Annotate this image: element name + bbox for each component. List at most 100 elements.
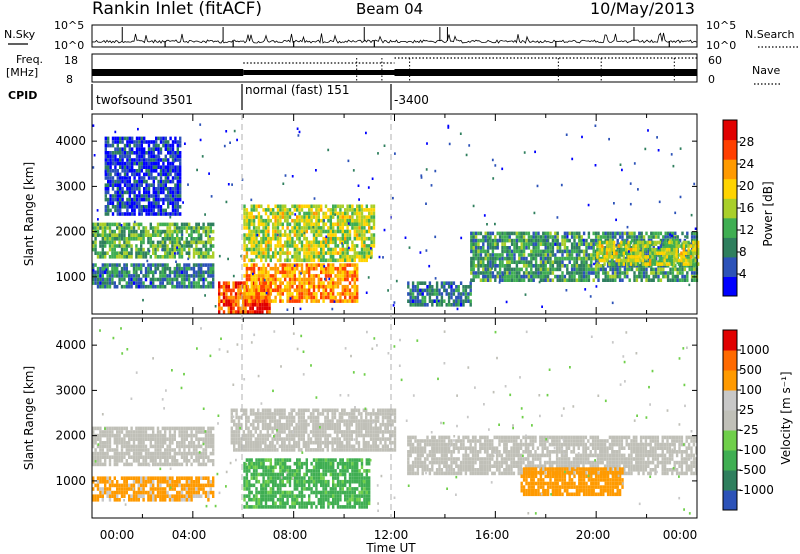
heatmap-cell [135,201,139,205]
heatmap-cell [161,281,164,285]
heatmap-cell [169,197,172,202]
heatmap-cell [558,264,562,268]
heatmap-cell [180,244,184,248]
heatmap-cell [179,179,182,184]
heatmap-cell [685,251,688,256]
heatmap-cell [320,244,323,248]
heatmap-cell [315,274,318,278]
heatmap-cell [357,184,360,187]
heatmap-cell [133,190,136,195]
heatmap-cell [173,274,176,278]
heatmap-cell [633,242,636,246]
heatmap-cell [288,277,292,282]
heatmap-cell [565,289,568,292]
heatmap-cell [248,218,251,223]
heatmap-cell [101,237,104,241]
heatmap-cell [243,295,246,300]
heatmap-cell [161,263,164,267]
heatmap-cell [351,274,354,278]
heatmap-cell [108,222,112,227]
heatmap-cell [324,215,328,219]
heatmap-cell [525,264,528,268]
heatmap-cell [245,251,249,255]
heatmap-cell [111,274,114,278]
heatmap-cell [140,487,143,491]
heatmap-cell [284,251,287,255]
heatmap-cell [185,226,188,230]
heatmap-cell [298,299,301,303]
heatmap-cell [308,263,311,267]
heatmap-cell [472,249,475,254]
heatmap-cell [657,231,660,236]
heatmap-cell [252,270,256,275]
heatmap-cell [594,256,598,261]
heatmap-cell [625,258,628,263]
heatmap-cell [606,264,610,268]
heatmap-cell [173,437,176,441]
heatmap-cell [276,218,280,223]
heatmap-cell [551,264,555,268]
heatmap-cell [320,251,323,255]
heatmap-cell [315,292,318,296]
heatmap-cell [339,263,342,267]
heatmap-cell [231,183,233,186]
heatmap-cell [252,266,256,271]
heatmap-cell [670,251,673,256]
heatmap-cell [666,278,670,282]
heatmap-cell [491,271,495,275]
heatmap-cell [293,266,296,271]
heatmap-cell [305,288,308,293]
cpid-row: CPID twofsound 3501 normal (fast) 151 -3… [8,83,429,110]
heatmap-cell [626,231,629,236]
heatmap-cell [267,284,270,289]
heatmap-cell [336,277,340,282]
heatmap-cell [128,240,131,245]
heatmap-cell [310,266,313,271]
heatmap-cell [143,158,146,162]
heatmap-cell [327,258,330,263]
heatmap-cell [173,483,176,488]
heatmap-cell [197,237,200,241]
heatmap-cell [164,426,167,431]
heatmap-cell [351,263,354,267]
heatmap-cell [145,179,148,184]
heatmap-cell [492,177,495,180]
heatmap-cell [128,136,131,141]
heatmap-cell [167,172,170,177]
heatmap-cell [582,231,586,236]
heatmap-cell [260,277,263,282]
heatmap-cell [176,480,179,484]
heatmap-cell [638,274,641,279]
heatmap-cell [257,284,261,289]
heatmap-cell [135,205,139,209]
heatmap-cell [332,208,335,212]
heatmap-cell [286,258,289,263]
heatmap-cell [126,158,129,162]
heatmap-cell [150,140,153,144]
heatmap-cell [180,444,184,449]
heatmap-cell [681,271,684,275]
heatmap-cell [431,292,434,296]
heatmap-cell [192,270,196,275]
heatmap-cell [250,240,253,245]
heatmap-cell [616,264,619,268]
heatmap-cell [142,247,145,252]
heatmap-cell [133,176,136,180]
heatmap-cell [192,451,196,456]
heatmap-cell [320,295,323,300]
heatmap-cell [525,242,528,246]
heatmap-cell [414,303,417,307]
heatmap-cell [594,264,598,268]
heatmap-cell [264,274,268,278]
heatmap-cell [642,235,646,239]
heatmap-cell [609,278,612,282]
heatmap-cell [520,238,523,243]
heatmap-cell [104,284,107,289]
heatmap-cell [108,490,112,495]
heatmap-cell [250,229,253,234]
heatmap-cell [243,211,246,216]
heatmap-cell [341,244,344,248]
heatmap-cell [147,433,150,438]
heatmap-cell [159,284,162,289]
heatmap-cell [339,277,342,282]
